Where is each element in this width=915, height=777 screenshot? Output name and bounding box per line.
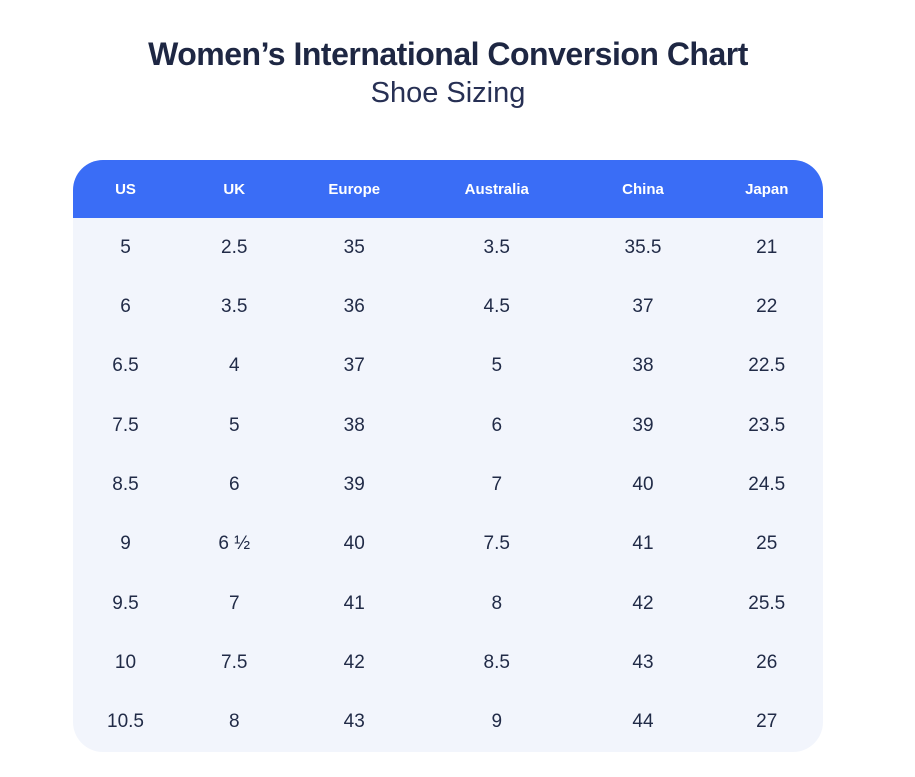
table-cell: 8.5 [483, 651, 510, 673]
table-cell: 3.5 [221, 295, 248, 317]
table-cell: 9 [120, 533, 131, 555]
table-cell: 3.5 [483, 236, 510, 258]
table-row: 6 3.5 36 4.5 37 22 [73, 277, 823, 336]
table-cell: 37 [632, 295, 654, 317]
table-row: 10.5 8 43 9 44 27 [73, 693, 823, 752]
table-cell: 23.5 [748, 414, 786, 436]
page-subtitle: Shoe Sizing [370, 77, 526, 109]
table-cell: 26 [756, 651, 778, 673]
table-cell: 7 [491, 473, 503, 495]
table-cell: 44 [632, 711, 654, 733]
table-cell: 9 [491, 711, 503, 733]
table-cell: 43 [632, 651, 654, 673]
table-row: 9 6 ½ 40 7.5 41 25 [73, 515, 823, 574]
table-cell: 42 [632, 592, 654, 614]
table-body: 5 2.5 35 3.5 35.5 21 6 3.5 36 4.5 37 22 6.5 4 37 5 38 22.… [73, 218, 823, 752]
table-cell: 5 [491, 355, 503, 377]
table-cell: 6 [228, 473, 240, 495]
table-cell: 8.5 [112, 473, 139, 495]
table-cell: 10.5 [107, 711, 144, 733]
table-cell: 35 [343, 236, 365, 258]
table-cell: 6 ½ [218, 533, 251, 555]
table-cell: 24.5 [748, 473, 786, 495]
table-cell: 8 [228, 711, 240, 733]
table-row: 9.5 7 41 8 42 25.5 [73, 574, 823, 633]
table-header-row: US UK Europe Australia China Japan [73, 160, 823, 218]
table-cell: 25.5 [748, 592, 786, 614]
conversion-table: US UK Europe Australia China Japan 5 2.5 3… [73, 160, 823, 752]
table-row: 7.5 5 38 6 39 23.5 [73, 396, 823, 455]
table-cell: 27 [756, 711, 778, 733]
table-row: 5 2.5 35 3.5 35.5 21 [73, 218, 823, 277]
table-cell: 5 [228, 414, 240, 436]
column-header-china: China [622, 180, 664, 198]
table-cell: 5 [120, 236, 131, 258]
column-header-us: US [115, 180, 136, 198]
table-cell: 36 [343, 295, 365, 317]
table-cell: 2.5 [221, 236, 248, 258]
page-title: Women’s International Conversion Chart [148, 36, 748, 72]
table-cell: 40 [343, 533, 365, 555]
table-cell: 39 [632, 414, 654, 436]
table-cell: 7 [228, 592, 240, 614]
table-cell: 22.5 [748, 355, 786, 377]
table-cell: 8 [491, 592, 503, 614]
table-cell: 38 [632, 355, 654, 377]
column-header-australia: Australia [464, 180, 529, 198]
table-cell: 7.5 [221, 651, 248, 673]
table-cell: 38 [343, 414, 365, 436]
table-row: 8.5 6 39 7 40 24.5 [73, 455, 823, 514]
table-cell: 9.5 [112, 592, 139, 614]
table-cell: 40 [632, 473, 654, 495]
table-cell: 39 [343, 473, 365, 495]
column-header-uk: UK [223, 180, 246, 198]
table-cell: 21 [756, 236, 778, 258]
table-cell: 35.5 [624, 236, 662, 258]
table-cell: 6 [120, 295, 131, 317]
column-header-europe: Europe [328, 180, 381, 198]
table-row: 10 7.5 42 8.5 43 26 [73, 633, 823, 692]
table-cell: 6.5 [112, 355, 139, 377]
table-cell: 10 [114, 651, 137, 673]
table-cell: 7.5 [112, 414, 139, 436]
table-cell: 25 [756, 533, 778, 555]
table-cell: 7.5 [483, 533, 510, 555]
table-row: 6.5 4 37 5 38 22.5 [73, 337, 823, 396]
table-cell: 41 [632, 533, 654, 555]
table-cell: 4.5 [483, 295, 510, 317]
table-cell: 37 [343, 355, 365, 377]
table-cell: 6 [491, 414, 503, 436]
table-cell: 41 [343, 592, 365, 614]
table-cell: 42 [343, 651, 365, 673]
table-cell: 22 [756, 295, 778, 317]
table-cell: 4 [228, 355, 240, 377]
column-header-japan: Japan [745, 180, 789, 198]
table-cell: 43 [343, 711, 365, 733]
